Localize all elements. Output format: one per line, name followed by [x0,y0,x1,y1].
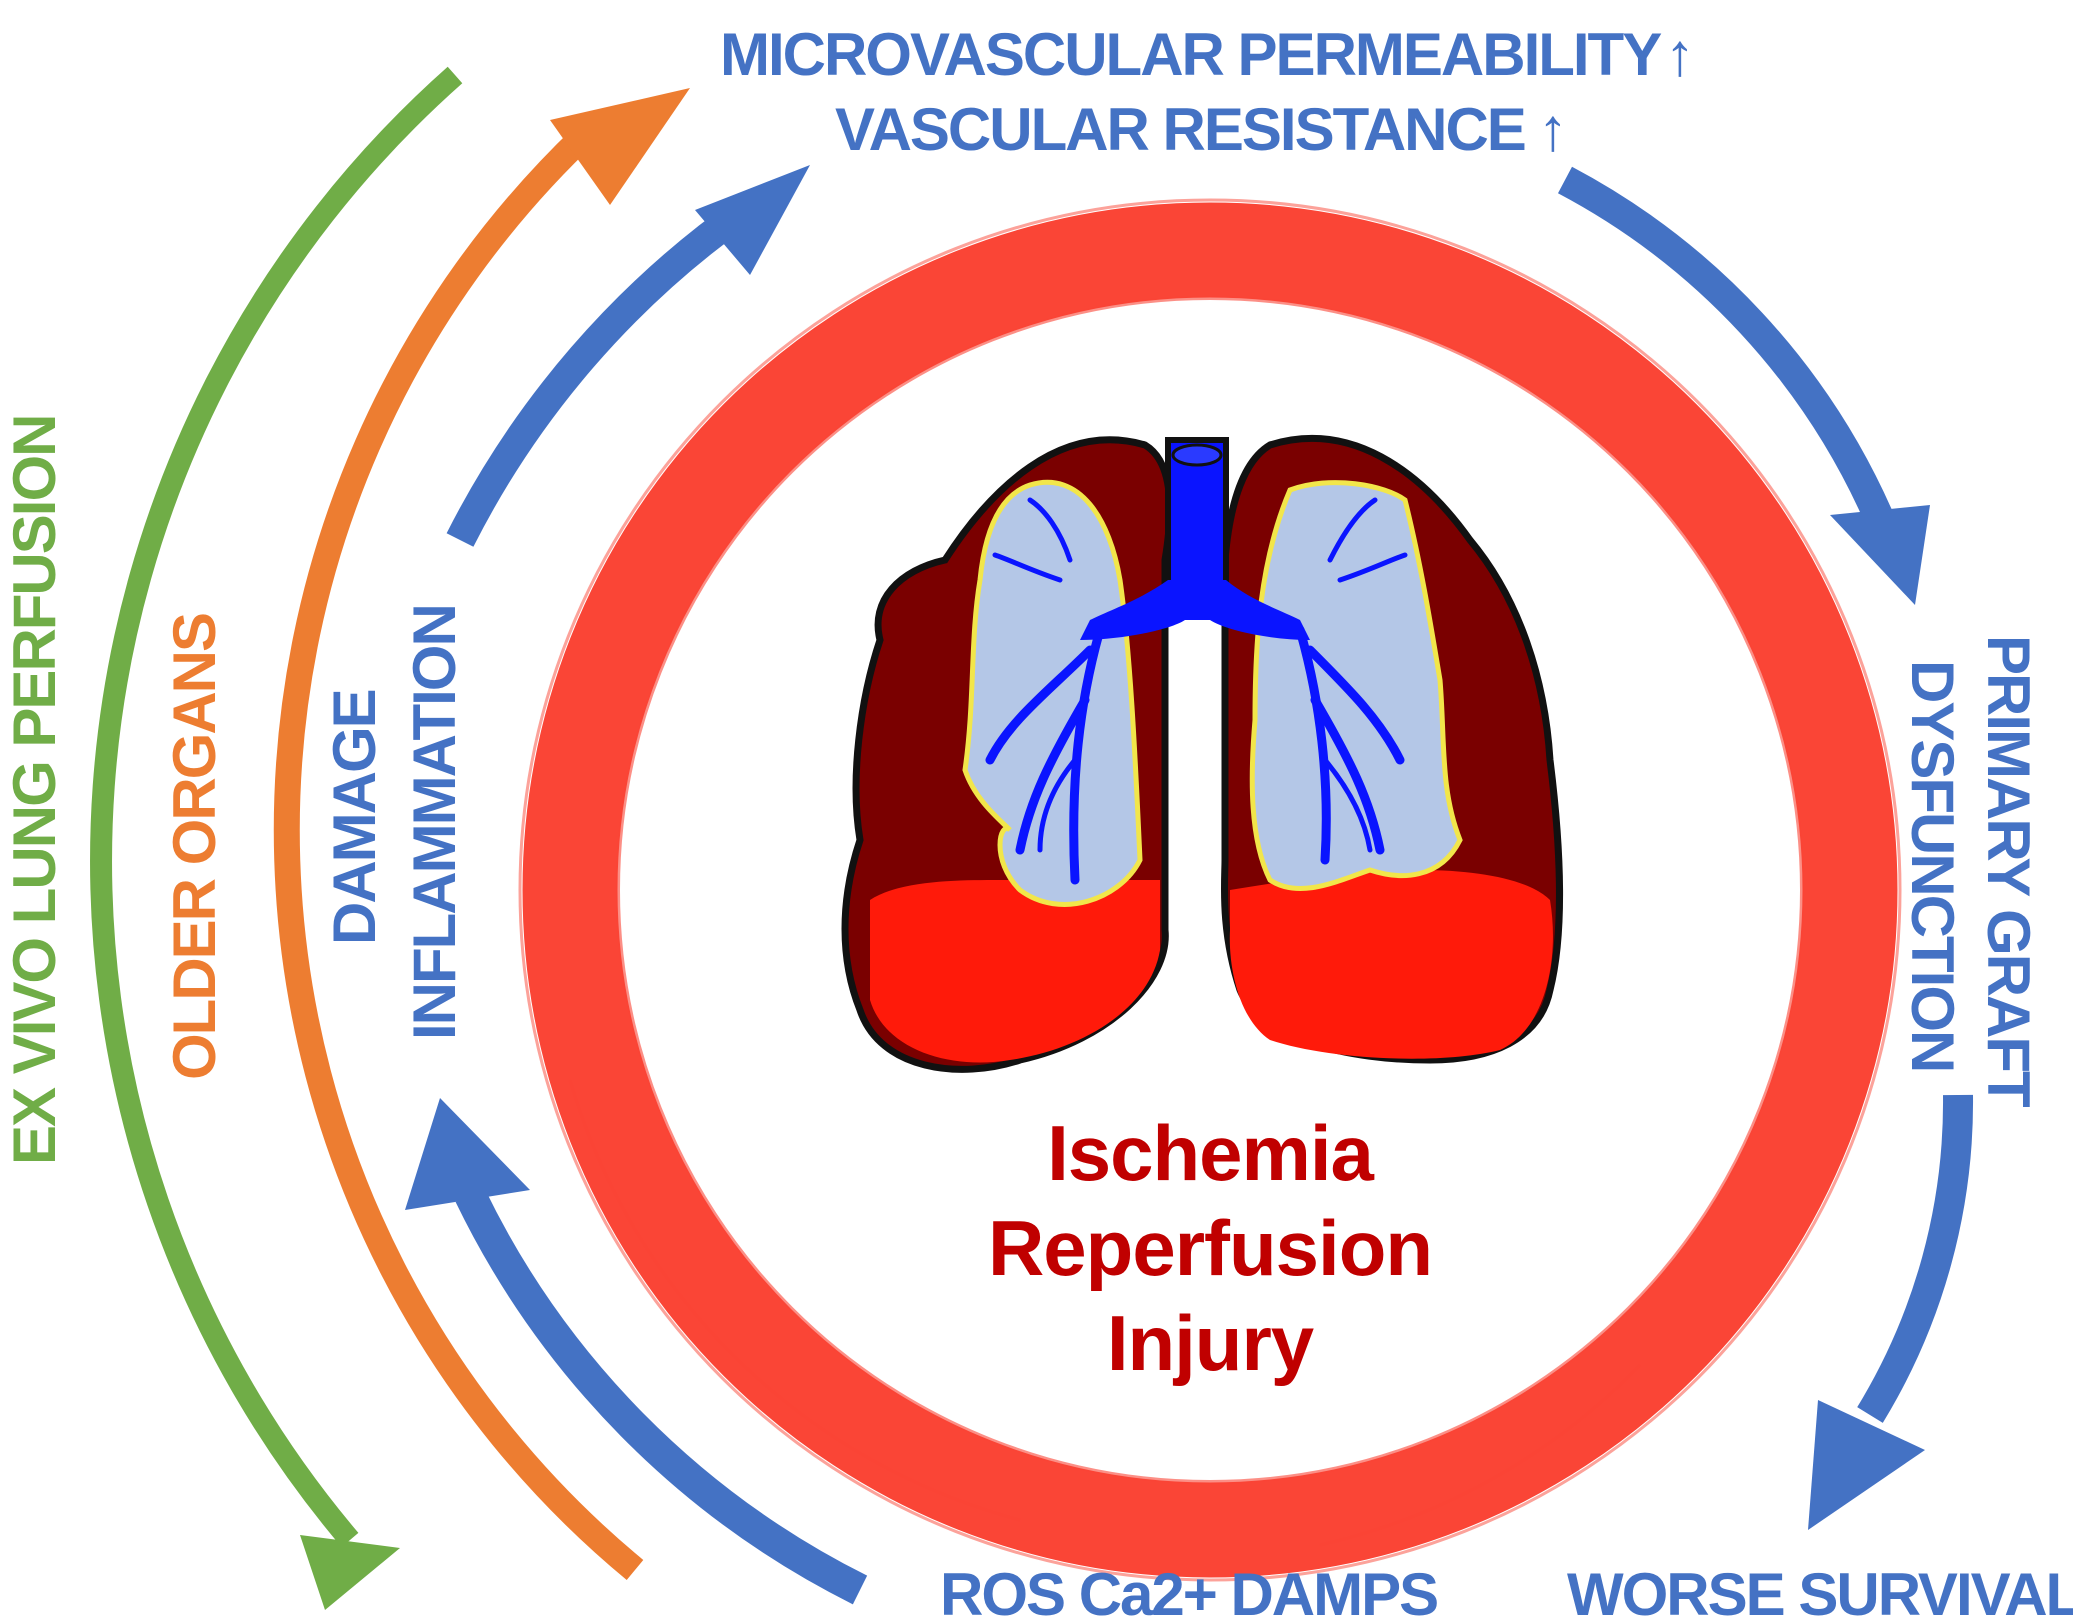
ex-vivo-lung-perfusion-label: EX VIVO LUNG PERFUSION [1,416,68,1165]
worse-survival-label: WORSE SURVIVAL [1567,1561,2073,1624]
red-ring [518,198,1902,1582]
dysfunction-label: DYSFUNCTION [1899,660,1966,1071]
microvascular-permeability-label: MICROVASCULAR PERMEABILITY [720,21,1662,88]
primary-graft-label: PRIMARY GRAFT [1975,635,2042,1107]
center-title-line-3: Injury [1107,1299,1314,1387]
microvascular-up-arrow-icon: ↑ [1665,21,1695,88]
blue-arrow-lower-left [405,1098,868,1605]
inflammation-label: INFLAMMATION [401,605,468,1040]
vascular-resistance-label: VASCULAR RESISTANCE [835,96,1525,163]
blue-arrow-upper-left [446,165,810,547]
damage-label: DAMAGE [321,690,388,945]
green-arrow [90,66,463,1610]
center-title-line-2: Reperfusion [988,1204,1432,1292]
blue-arrow-lower-right [1808,1094,1974,1530]
ros-damps-label: ROS Ca2+ DAMPS [940,1561,1437,1624]
center-title-line-1: Ischemia [1047,1109,1374,1197]
blue-arrow-upper-right [1557,166,1930,605]
vascular-up-arrow-icon: ↑ [1538,96,1568,163]
lungs-icon [841,434,1563,1073]
orange-arrow [273,88,690,1581]
older-organs-label: OLDER ORGANS [161,614,228,1080]
